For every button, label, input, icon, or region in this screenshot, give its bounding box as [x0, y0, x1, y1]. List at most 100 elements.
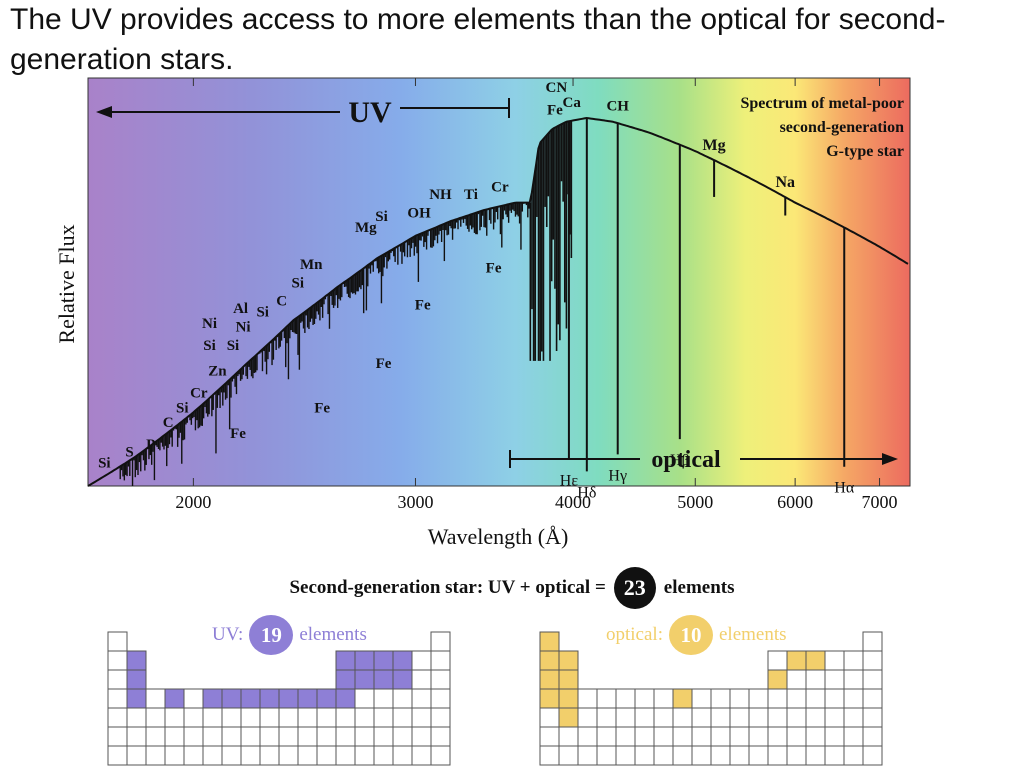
element-cell-filled: [767, 669, 788, 690]
element-annotation: Si: [176, 400, 189, 416]
element-annotation: Zn: [208, 364, 227, 380]
element-cell: [202, 707, 223, 728]
element-cell: [786, 669, 807, 690]
element-annotation: S: [125, 445, 133, 461]
element-cell: [145, 745, 166, 766]
element-cell: [392, 707, 413, 728]
element-cell: [335, 745, 356, 766]
optical-arrow-head: [882, 453, 898, 465]
element-cell-filled: [558, 688, 579, 709]
element-cell: [221, 745, 242, 766]
y-axis-label: Relative Flux: [54, 224, 79, 343]
element-cell-filled: [805, 650, 826, 671]
element-cell: [786, 688, 807, 709]
element-annotation: Ni: [202, 316, 217, 332]
element-cell: [748, 688, 769, 709]
element-cell: [183, 726, 204, 747]
element-annotation: NH: [429, 187, 452, 203]
element-annotation: Si: [203, 338, 216, 354]
element-cell-filled: [392, 650, 413, 671]
element-cell: [824, 688, 845, 709]
element-cell: [805, 726, 826, 747]
element-cell: [634, 688, 655, 709]
element-cell: [202, 726, 223, 747]
optical-count-badge: 10: [668, 615, 713, 655]
element-cell: [596, 688, 617, 709]
element-annotation: Fe: [230, 426, 246, 442]
element-cell-filled: [335, 650, 356, 671]
element-cell: [145, 688, 166, 709]
element-cell: [691, 707, 712, 728]
element-cell: [411, 650, 432, 671]
element-cell: [767, 707, 788, 728]
element-annotation: Si: [292, 275, 305, 291]
element-cell: [411, 669, 432, 690]
element-cell-filled: [373, 669, 394, 690]
element-cell-filled: [202, 688, 223, 709]
element-cell: [354, 726, 375, 747]
element-cell-filled: [373, 650, 394, 671]
element-cell: [615, 745, 636, 766]
element-cell: [805, 688, 826, 709]
element-cell: [107, 707, 128, 728]
uv-band-label: UV: [348, 96, 392, 129]
element-cell: [767, 745, 788, 766]
element-annotation: Cr: [491, 180, 509, 196]
element-annotation: Si: [98, 456, 111, 472]
slide-title: The UV provides access to more elements …: [10, 3, 946, 76]
plot-background: [87, 77, 911, 487]
element-cell-filled: [335, 688, 356, 709]
element-cell: [672, 707, 693, 728]
element-cell: [107, 669, 128, 690]
x-tick-label: 3000: [397, 492, 433, 512]
element-cell-filled: [539, 650, 560, 671]
element-annotation: Si: [227, 338, 240, 354]
element-cell-filled: [221, 688, 242, 709]
element-cell: [240, 707, 261, 728]
element-cell-filled: [126, 669, 147, 690]
element-cell: [558, 726, 579, 747]
element-cell: [805, 669, 826, 690]
element-cell: [373, 726, 394, 747]
x-tick-label: 6000: [777, 492, 813, 512]
element-cell: [862, 745, 883, 766]
element-cell: [615, 726, 636, 747]
element-cell: [259, 745, 280, 766]
element-cell: [729, 688, 750, 709]
element-annotation: P: [146, 437, 155, 453]
element-cell: [164, 707, 185, 728]
element-cell: [691, 745, 712, 766]
line-label-Hα: Hα: [834, 480, 855, 497]
summary-prefix: Second-generation star: UV + optical =: [289, 577, 606, 598]
element-cell-filled: [539, 631, 560, 652]
element-cell: [615, 688, 636, 709]
optical-caption-suffix: elements: [718, 624, 787, 645]
element-annotation: CN: [546, 80, 568, 96]
element-cell: [653, 745, 674, 766]
uv-caption-suffix: elements: [299, 624, 367, 645]
element-cell: [411, 745, 432, 766]
element-cell: [710, 688, 731, 709]
element-cell: [672, 726, 693, 747]
element-cell: [107, 631, 128, 652]
element-cell: [577, 707, 598, 728]
element-cell: [316, 745, 337, 766]
element-cell: [786, 745, 807, 766]
element-cell-filled: [558, 650, 579, 671]
element-cell: [862, 707, 883, 728]
element-cell: [729, 707, 750, 728]
chart-legend-line-3: G-type star: [826, 143, 904, 160]
uv-caption-label: UV:: [212, 624, 244, 645]
element-cell: [843, 707, 864, 728]
element-annotation: Si: [375, 209, 388, 225]
element-annotation: Fe: [314, 400, 330, 416]
line-label-Hε: Hε: [560, 473, 579, 490]
element-cell: [373, 688, 394, 709]
element-cell: [843, 669, 864, 690]
element-cell: [126, 707, 147, 728]
element-cell: [748, 745, 769, 766]
line-label-Hδ: Hδ: [577, 484, 596, 501]
element-cell: [107, 650, 128, 671]
element-cell: [430, 631, 451, 652]
